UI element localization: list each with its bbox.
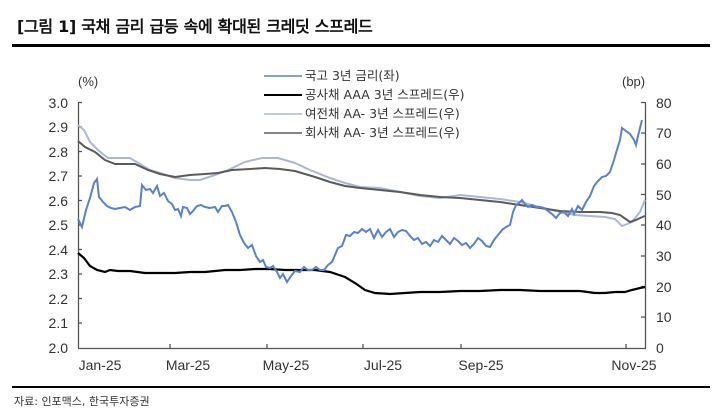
source-note: 자료: 인포맥스, 한국투자증권 xyxy=(14,395,150,408)
svg-text:10: 10 xyxy=(656,309,672,325)
right-axis-labels: 80 70 60 50 40 30 20 10 0 xyxy=(656,95,672,356)
x-axis-labels: Jan-25 Mar-25 May-25 Jul-25 Sep-25 Nov-2… xyxy=(79,357,657,373)
svg-text:Jan-25: Jan-25 xyxy=(79,357,122,373)
svg-text:Jul-25: Jul-25 xyxy=(364,357,402,373)
svg-text:2.6: 2.6 xyxy=(49,193,69,209)
svg-text:80: 80 xyxy=(656,95,672,111)
title-divider xyxy=(12,44,710,47)
svg-text:Nov-25: Nov-25 xyxy=(611,357,656,373)
chart-legend: 국고 3년 금리(좌) 공사채 AAA 3년 스프레드(우) 여전채 AA- 3… xyxy=(264,68,464,140)
svg-text:Sep-25: Sep-25 xyxy=(458,357,503,373)
svg-text:70: 70 xyxy=(656,125,672,141)
legend-item-gongsa-aaa: 공사채 AAA 3년 스프레드(우) xyxy=(264,87,464,102)
svg-text:20: 20 xyxy=(656,279,672,295)
svg-text:2.2: 2.2 xyxy=(49,291,69,307)
svg-text:2.9: 2.9 xyxy=(49,119,69,135)
svg-text:2.8: 2.8 xyxy=(49,144,69,160)
svg-text:2.5: 2.5 xyxy=(49,217,69,233)
svg-text:50: 50 xyxy=(656,187,672,203)
svg-text:여전채 AA- 3년 스프레드(우): 여전채 AA- 3년 스프레드(우) xyxy=(305,106,460,121)
svg-text:2.0: 2.0 xyxy=(49,340,69,356)
legend-item-yeojeon-aa: 여전채 AA- 3년 스프레드(우) xyxy=(264,106,460,121)
svg-text:0: 0 xyxy=(656,340,664,356)
chart-title: [그림 1] 국채 금리 급등 속에 확대된 크레딧 스프레드 xyxy=(17,17,373,36)
svg-text:2.4: 2.4 xyxy=(49,242,69,258)
svg-text:2.1: 2.1 xyxy=(49,315,69,331)
series-line-gongsa-aaa xyxy=(77,252,646,296)
svg-text:2.7: 2.7 xyxy=(49,168,69,184)
legend-item-hoesa-aa: 회사채 AA- 3년 스프레드(우) xyxy=(264,125,460,140)
legend-item-gukgo-3y: 국고 3년 금리(좌) xyxy=(264,68,400,83)
left-axis-labels: 3.0 2.9 2.8 2.7 2.6 2.5 2.4 2.3 2.2 2.1 … xyxy=(49,95,69,356)
svg-text:공사채 AAA 3년 스프레드(우): 공사채 AAA 3년 스프레드(우) xyxy=(305,87,464,102)
svg-text:40: 40 xyxy=(656,217,672,233)
svg-text:May-25: May-25 xyxy=(263,357,310,373)
svg-text:회사채 AA- 3년 스프레드(우): 회사채 AA- 3년 스프레드(우) xyxy=(305,125,460,140)
right-axis-unit: (bp) xyxy=(622,74,645,89)
axes xyxy=(77,101,647,350)
svg-text:국고 3년 금리(좌): 국고 3년 금리(좌) xyxy=(305,68,400,83)
series-line-gukgo-3y xyxy=(77,119,643,284)
left-axis-unit: (%) xyxy=(78,74,98,89)
series-line-yeojeon-aa xyxy=(77,124,646,228)
footer-divider xyxy=(12,386,710,388)
svg-text:30: 30 xyxy=(656,248,672,264)
svg-text:Mar-25: Mar-25 xyxy=(166,357,211,373)
svg-text:3.0: 3.0 xyxy=(49,95,69,111)
svg-text:60: 60 xyxy=(656,156,672,172)
svg-text:2.3: 2.3 xyxy=(49,266,69,282)
series-line-hoesa-aa xyxy=(77,140,646,224)
